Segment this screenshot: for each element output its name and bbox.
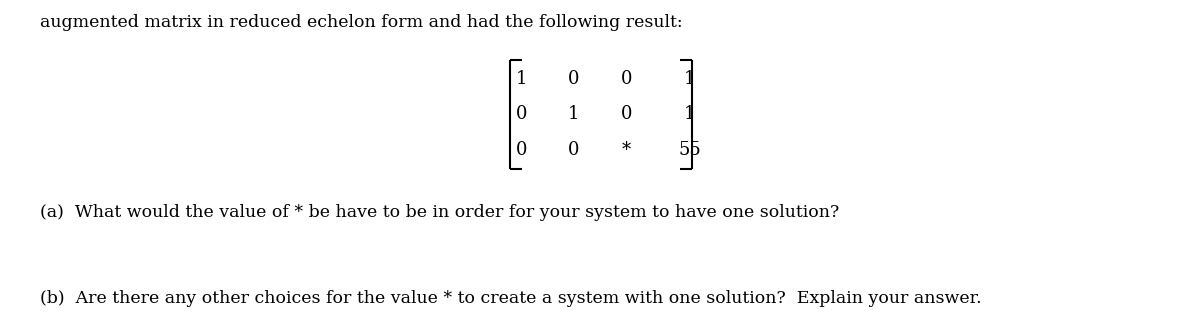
Text: 1: 1: [684, 105, 696, 123]
Text: 0: 0: [516, 141, 528, 159]
Text: (b)  Are there any other choices for the value * to create a system with one sol: (b) Are there any other choices for the …: [40, 290, 982, 307]
Text: 1: 1: [516, 70, 528, 88]
Text: 0: 0: [516, 105, 528, 123]
Text: 0: 0: [620, 105, 632, 123]
Text: 1: 1: [684, 70, 696, 88]
Text: 55: 55: [679, 141, 701, 159]
Text: 0: 0: [568, 70, 580, 88]
Text: augmented matrix in reduced echelon form and had the following result:: augmented matrix in reduced echelon form…: [40, 14, 683, 32]
Text: 0: 0: [620, 70, 632, 88]
Text: 1: 1: [568, 105, 580, 123]
Text: 0: 0: [568, 141, 580, 159]
Text: (a)  What would the value of * be have to be in order for your system to have on: (a) What would the value of * be have to…: [40, 204, 839, 222]
Text: *: *: [622, 141, 631, 159]
